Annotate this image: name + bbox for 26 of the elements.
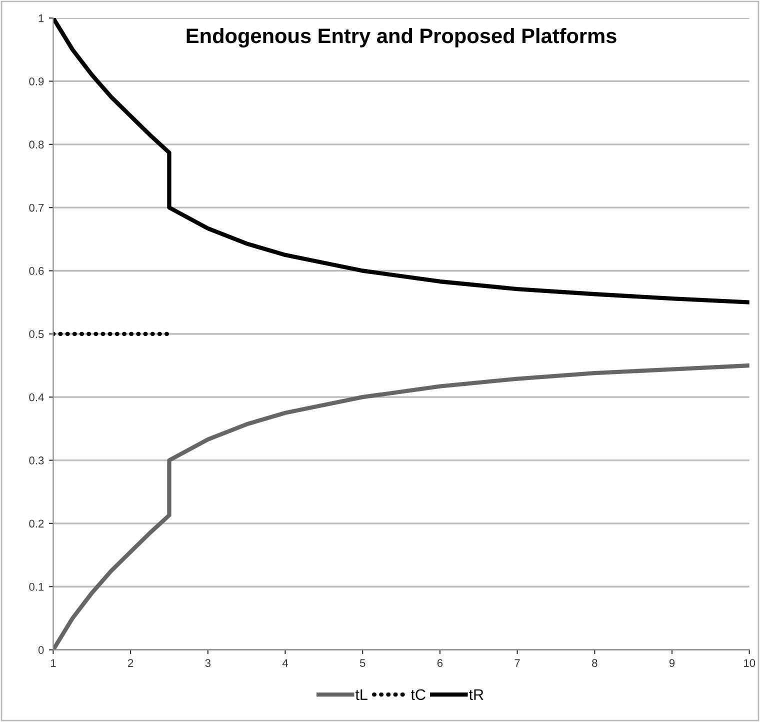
x-tick-label: 5 [360,659,366,667]
x-tick-label: 7 [514,659,520,667]
y-tick-label: 0.7 [29,204,44,212]
x-tick-label: 9 [669,659,675,667]
y-tick-label: 0 [38,646,44,654]
y-tick-label: 0.1 [29,582,44,591]
y-tick-label: 0.8 [29,140,44,149]
y-tick-label: 0.6 [29,267,44,275]
line-series [53,18,750,304]
legend-label: tL [355,689,368,700]
x-tick-label: 3 [205,659,211,667]
x-tick-label: 6 [437,659,443,667]
x-tick-label: 10 [744,659,756,667]
y-tick-label: 0.4 [29,393,44,402]
legend-label: tC [410,689,426,700]
x-tick-label: 2 [128,659,134,667]
y-tick-label: 0.3 [29,456,44,464]
y-tick-label: 0.2 [29,520,44,528]
y-tick-label: 1 [38,14,44,22]
chart-title: Endogenous Entry and Proposed Platforms [186,28,616,48]
y-tick-label: 0.5 [29,330,44,338]
x-tick-label: 4 [282,659,288,667]
x-tick-label: 1 [50,659,56,667]
x-tick-label: 8 [592,659,598,667]
y-tick-label: 0.9 [29,77,44,86]
legend-label: tR [468,689,484,700]
